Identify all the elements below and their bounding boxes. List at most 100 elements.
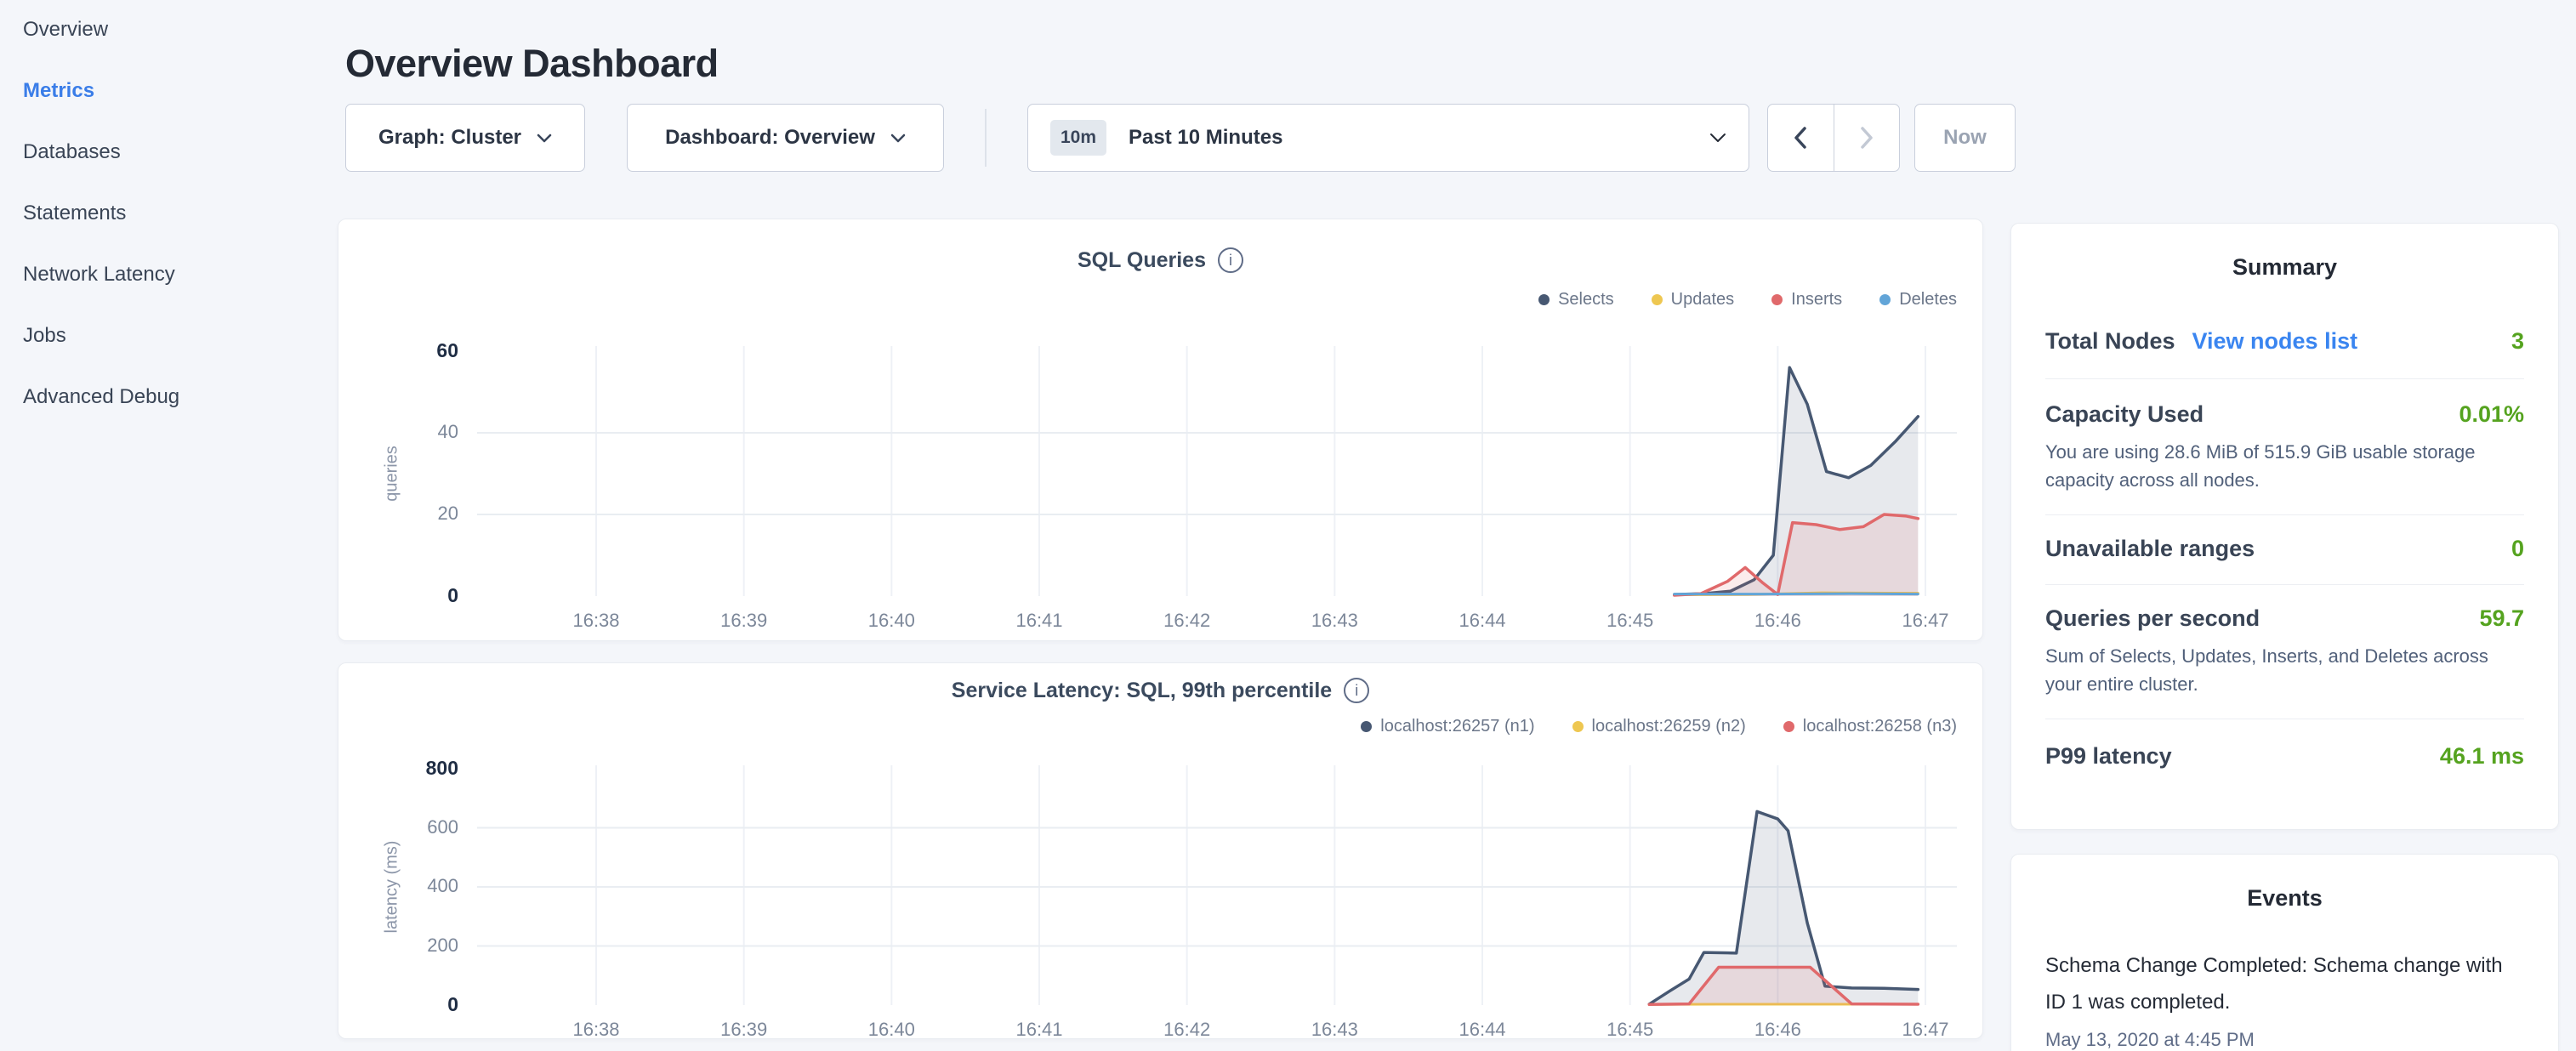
legend-dot <box>1651 294 1663 305</box>
y-axis-tick: 20 <box>437 503 458 524</box>
series-line <box>1673 366 1920 596</box>
summary-row-qps: Queries per second 59.7 <box>2045 605 2524 632</box>
x-axis-tick: 16:43 <box>1311 1019 1358 1040</box>
legend-item: Selects <box>1538 290 1614 310</box>
chart-plot-area[interactable]: 16:38 16:39 16:40 16:41 16:42 16:43 16:44 16:45… <box>477 760 1957 1051</box>
legend-label: Updates <box>1670 290 1735 309</box>
toolbar-divider <box>985 109 987 167</box>
now-button[interactable]: Now <box>1914 104 2016 172</box>
series-area <box>1674 367 1919 596</box>
x-axis-tick: 16:42 <box>1163 1019 1211 1040</box>
legend-label: Inserts <box>1791 290 1843 309</box>
chevron-down-icon <box>537 134 552 143</box>
series-area <box>1649 811 1919 1005</box>
chart-title-row: Service Latency: SQL, 99th percentile i <box>338 678 1982 703</box>
x-axis-tick: 16:44 <box>1459 1019 1506 1040</box>
y-axis-tick: 40 <box>437 421 458 442</box>
events-panel: Events Schema Change Completed: Schema c… <box>2010 854 2559 1051</box>
chart-legend: localhost:26257 (n1) localhost:26259 (n2)… <box>1361 717 1957 736</box>
legend-item: Deletes <box>1879 290 1957 310</box>
legend-dot <box>1771 294 1783 305</box>
chevron-down-icon <box>890 134 906 143</box>
legend-item: Updates <box>1651 290 1735 310</box>
y-axis-tick: 800 <box>425 757 458 779</box>
x-axis-tick: 16:42 <box>1163 610 1211 631</box>
sidebar-item-jobs[interactable]: Jobs <box>23 324 66 347</box>
view-nodes-list-link[interactable]: View nodes list <box>2192 328 2358 354</box>
summary-row-p99-latency: P99 latency 46.1 ms <box>2045 743 2524 770</box>
y-axis-tick: 200 <box>427 934 458 956</box>
legend-label: localhost:26259 (n2) <box>1591 717 1746 736</box>
series-line <box>1647 810 1920 1006</box>
summary-panel: Summary Total Nodes View nodes list 3 Ca… <box>2010 223 2559 830</box>
time-pager <box>1767 104 1900 172</box>
divider <box>2045 514 2524 515</box>
legend-label: localhost:26258 (n3) <box>1802 717 1957 736</box>
event-entry-text: Schema Change Completed: Schema change w… <box>2045 954 2503 1014</box>
sidebar-item-network-latency[interactable]: Network Latency <box>23 263 175 286</box>
x-axis-tick: 16:45 <box>1606 1019 1654 1040</box>
event-entry-timestamp: May 13, 2020 at 4:45 PM <box>2045 1029 2255 1051</box>
legend-dot <box>1879 294 1891 305</box>
x-axis-tick: 16:40 <box>867 1019 915 1040</box>
sidebar-item-databases[interactable]: Databases <box>23 140 121 163</box>
time-range-label: Past 10 Minutes <box>1129 126 1283 149</box>
legend-dot <box>1783 721 1794 732</box>
summary-row-total-nodes: Total Nodes View nodes list 3 <box>2045 328 2524 355</box>
summary-row-description: You are using 28.6 MiB of 515.9 GiB usab… <box>2045 441 2476 491</box>
sql-queries-chart-card: SQL Queries i Selects Updates Inserts Delet… <box>338 219 1983 641</box>
x-axis-tick: 16:39 <box>720 1019 768 1040</box>
x-axis-tick: 16:38 <box>572 1019 620 1040</box>
prev-interval-button[interactable] <box>1768 105 1834 171</box>
info-icon[interactable]: i <box>1344 678 1370 703</box>
x-axis-tick: 16:41 <box>1015 610 1063 631</box>
summary-row-value: 3 <box>2511 328 2524 354</box>
summary-row-value: 46.1 ms <box>2439 743 2524 769</box>
summary-row-label: Capacity Used <box>2045 401 2204 427</box>
x-axis-tick: 16:39 <box>720 610 768 631</box>
y-axis-tick: 0 <box>447 993 458 1015</box>
chevron-down-icon <box>1709 133 1726 143</box>
graph-dropdown[interactable]: Graph: Cluster <box>345 104 585 172</box>
y-axis-tick: 60 <box>436 339 458 361</box>
divider <box>2045 584 2524 585</box>
summary-row-label: Queries per second <box>2045 605 2260 631</box>
x-axis-tick: 16:40 <box>867 610 915 631</box>
legend-item: localhost:26259 (n2) <box>1572 717 1746 736</box>
y-axis-tick: 400 <box>427 875 458 896</box>
sidebar-item-metrics[interactable]: Metrics <box>23 79 95 102</box>
summary-row-description: Sum of Selects, Updates, Inserts, and De… <box>2045 645 2488 695</box>
summary-row-unavailable-ranges: Unavailable ranges 0 <box>2045 536 2524 562</box>
legend-dot <box>1361 721 1373 732</box>
divider <box>2045 378 2524 379</box>
legend-label: localhost:26257 (n1) <box>1380 717 1535 736</box>
next-interval-button[interactable] <box>1834 105 1900 171</box>
sidebar-item-advanced-debug[interactable]: Advanced Debug <box>23 385 180 408</box>
x-axis-tick: 16:43 <box>1311 610 1358 631</box>
summary-row-label: Total Nodes <box>2045 328 2175 354</box>
series-line <box>1673 513 1920 597</box>
time-range-selector[interactable]: 10m Past 10 Minutes <box>1027 104 1749 172</box>
summary-title: Summary <box>2232 254 2338 280</box>
info-icon[interactable]: i <box>1218 247 1243 273</box>
sidebar-item-statements[interactable]: Statements <box>23 202 127 224</box>
summary-row-value: 59.7 <box>2479 605 2524 631</box>
legend-item: localhost:26258 (n3) <box>1783 717 1957 736</box>
chart-title: Service Latency: SQL, 99th percentile <box>951 678 1333 702</box>
x-axis-tick: 16:47 <box>1902 610 1949 631</box>
series-area <box>1674 514 1919 596</box>
series-line <box>1647 965 1920 1007</box>
x-axis-tick: 16:44 <box>1459 610 1506 631</box>
sidebar-item-overview[interactable]: Overview <box>23 18 109 41</box>
chart-title: SQL Queries <box>1078 247 1206 272</box>
dashboard-dropdown[interactable]: Dashboard: Overview <box>627 104 944 172</box>
y-axis-tick: 0 <box>447 584 458 606</box>
x-axis-tick: 16:41 <box>1015 1019 1063 1040</box>
graph-dropdown-label: Graph: Cluster <box>378 126 522 149</box>
summary-row-label: P99 latency <box>2045 743 2172 769</box>
chart-legend: Selects Updates Inserts Deletes <box>1538 290 1957 310</box>
summary-row-label: Unavailable ranges <box>2045 536 2255 561</box>
chart-plot-area[interactable]: 16:38 16:39 16:40 16:41 16:42 16:43 16:44 16:45… <box>477 341 1957 656</box>
summary-row-capacity: Capacity Used 0.01% <box>2045 401 2524 428</box>
